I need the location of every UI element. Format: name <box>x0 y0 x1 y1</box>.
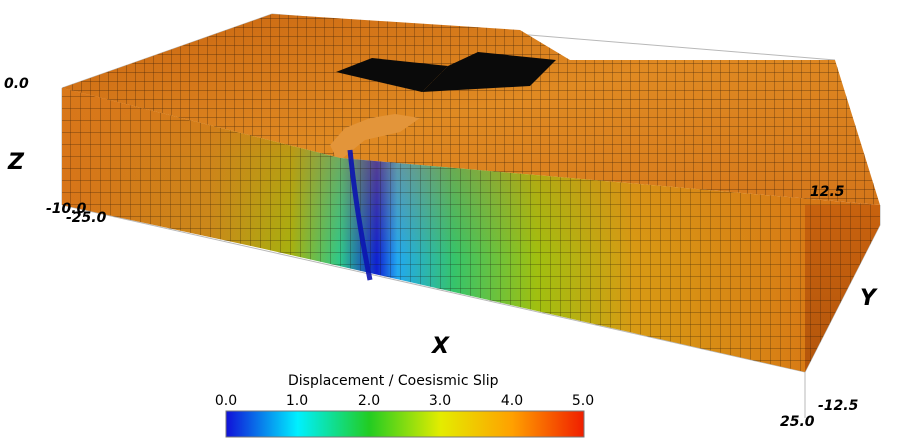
z-axis-label: Z <box>8 150 24 175</box>
colorbar-tick: 5.0 <box>571 393 595 409</box>
y-min-tick: -12.5 <box>818 398 859 414</box>
z-max-tick: 0.0 <box>4 76 29 92</box>
y-axis-label: Y <box>860 286 876 311</box>
front-face-mesh <box>62 88 880 372</box>
top-surface-mesh <box>62 14 880 205</box>
opening-1 <box>336 58 448 92</box>
z-min-tick: -10.0 <box>46 201 87 217</box>
x-max-tick: 25.0 <box>780 414 815 430</box>
x-axis-label: X <box>432 334 449 359</box>
colorbar-gradient <box>225 410 585 438</box>
x-min-tick: -25.0 <box>66 210 107 226</box>
colorbar-tick: 2.0 <box>357 393 381 409</box>
right-side-mesh <box>805 205 880 372</box>
colorbar-title: Displacement / Coesismic Slip <box>288 373 499 389</box>
colorbar-tick: 3.0 <box>428 393 452 409</box>
fault-trace <box>347 149 373 281</box>
y-max-tick: 12.5 <box>810 184 845 200</box>
colorbar <box>225 410 585 438</box>
colorbar-tick: 4.0 <box>500 393 524 409</box>
colorbar-tick: 1.0 <box>285 393 309 409</box>
colorbar-tick: 0.0 <box>214 393 238 409</box>
opening-2 <box>422 52 556 92</box>
